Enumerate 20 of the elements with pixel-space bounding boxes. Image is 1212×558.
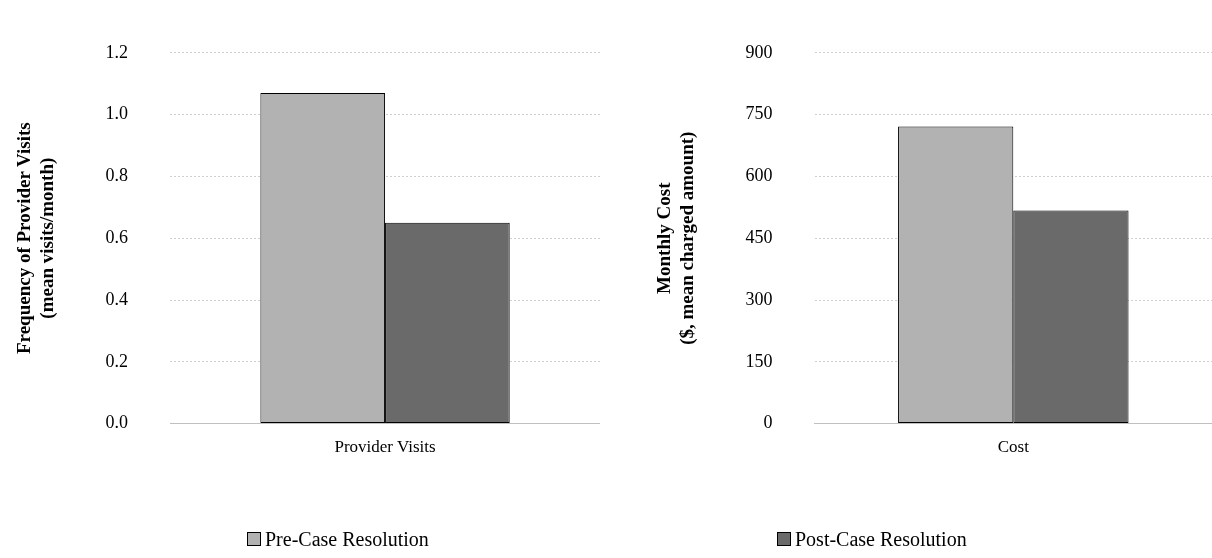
y-tick-label: 1.0 xyxy=(105,103,129,124)
y-axis-title: Monthly Cost ($, mean charged amount) xyxy=(653,131,699,345)
y-tick-label: 0.6 xyxy=(105,226,129,247)
y-tick-label: 0.2 xyxy=(105,350,129,371)
legend-label: Pre-Case Resolution xyxy=(264,528,429,550)
legend-label: Post-Case Resolution xyxy=(794,528,967,550)
y-tick-label: 0.8 xyxy=(105,165,129,186)
x-tick-label: Cost xyxy=(997,437,1030,457)
y-tick-label: 0.4 xyxy=(105,288,129,309)
y-tick-label: 0.0 xyxy=(105,412,129,433)
y-tick-label: 600 xyxy=(745,165,773,186)
y-axis-title: Frequency of Provider Visits (mean visits/month) xyxy=(13,122,59,355)
x-tick-label: Provider Visits xyxy=(334,437,436,457)
y-tick-label: 300 xyxy=(745,288,773,309)
y-tick-label: 900 xyxy=(745,41,773,62)
y-tick-label: 750 xyxy=(745,103,773,124)
y-tick-label: 1.2 xyxy=(105,41,129,62)
y-tick-label: 0 xyxy=(763,412,773,433)
y-tick-label: 450 xyxy=(745,226,773,247)
y-tick-label: 150 xyxy=(745,350,773,371)
